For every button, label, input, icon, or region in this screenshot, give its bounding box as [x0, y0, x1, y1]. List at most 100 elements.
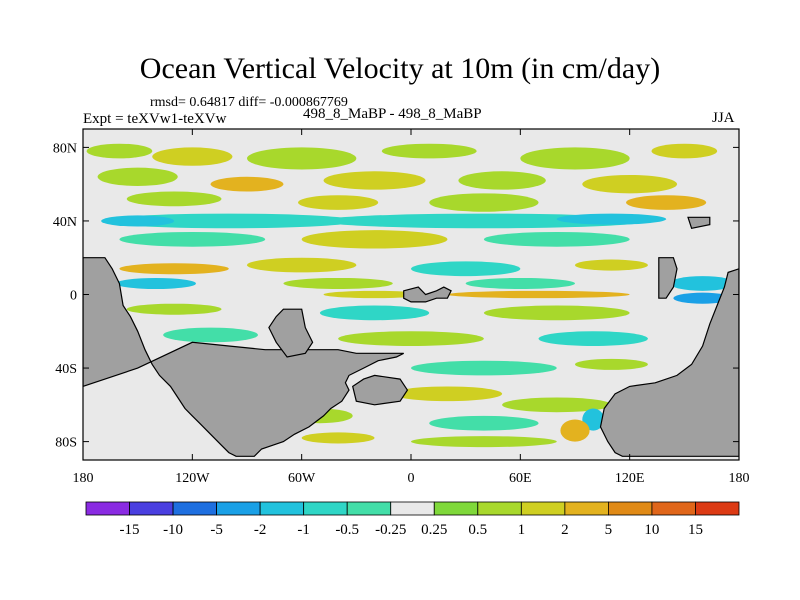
axes-layer: 180 120W 60W 0 60E 120E 180 80N 40N 0 40S 80S — [53, 129, 750, 486]
anomaly-region — [381, 143, 477, 159]
stats-line: rmsd= 0.64817 diff= -0.000867769 — [150, 95, 348, 110]
colorbar-box — [520, 501, 566, 516]
anomaly-region — [582, 174, 678, 194]
anomaly-region — [429, 193, 539, 212]
colorbar-box — [433, 501, 479, 516]
colorbar-box — [477, 501, 522, 516]
y-tick-label: 0 — [70, 289, 77, 304]
anomaly-region — [301, 432, 375, 444]
anomaly-region — [465, 277, 575, 289]
colorbar-box — [695, 501, 740, 516]
anomaly-region — [429, 415, 539, 431]
anomaly-region — [163, 327, 258, 343]
colorbar: -15 -10 -5 -2 -1 -0.5 -0.25 0.25 0.5 1 2 5 10 15 — [85, 501, 740, 538]
anomaly-region — [338, 331, 484, 346]
colorbar-box — [564, 501, 609, 516]
anomaly-region — [119, 231, 266, 247]
anomaly-region — [152, 147, 233, 166]
colorbar-box — [303, 501, 348, 516]
land-western-island — [268, 308, 314, 358]
anomaly-region — [101, 213, 357, 229]
colorbar-label: 2 — [561, 522, 569, 538]
y-tick-label: 40N — [53, 215, 77, 230]
y-tick-label: 80N — [53, 141, 77, 156]
colorbar-label: -10 — [163, 522, 183, 538]
colorbar-box — [216, 501, 261, 516]
anomaly-region — [210, 176, 284, 192]
anomaly-region — [411, 261, 521, 277]
land-eastern-continent — [599, 268, 739, 457]
colorbar-box — [608, 501, 653, 516]
colorbar-label: -0.25 — [375, 522, 406, 538]
anomaly-region — [101, 215, 175, 227]
y-tick-label: 80S — [55, 436, 77, 451]
anomaly-region — [651, 143, 718, 159]
colorbar-label: 10 — [644, 522, 659, 538]
colorbar-box — [85, 501, 130, 516]
land-eastern-peninsula — [658, 257, 678, 299]
anomaly-region — [575, 358, 648, 370]
x-tick-label: 180 — [73, 471, 94, 486]
colorbar-box — [346, 501, 392, 516]
anomaly-region — [323, 171, 426, 190]
colorbar-box — [390, 501, 435, 516]
anomaly-region — [626, 195, 707, 210]
anomaly-region — [520, 147, 630, 170]
y-tick-label: 40S — [55, 362, 77, 377]
anomaly-region — [283, 277, 393, 289]
anomaly-region — [556, 213, 667, 225]
anomaly-region — [502, 397, 612, 413]
land-layer — [83, 216, 739, 457]
x-tick-label: 120W — [175, 471, 210, 486]
season-label: JJA — [712, 110, 735, 126]
colorbar-label: -0.5 — [335, 522, 359, 538]
anomaly-region — [575, 259, 648, 271]
anomaly-region — [97, 167, 178, 187]
land-equatorial-island — [403, 286, 452, 303]
run-label: 498_8_MaBP - 498_8_MaBP — [303, 106, 482, 122]
anomaly-region — [323, 290, 426, 299]
anomaly-region — [673, 292, 732, 304]
x-tick-label: 60E — [509, 471, 532, 486]
anomaly-region — [458, 171, 546, 190]
colorbar-label: -5 — [210, 522, 223, 538]
colorbar-box — [172, 501, 217, 516]
colorbar-box — [259, 501, 305, 516]
anomaly-region — [119, 263, 229, 275]
plot-title: Ocean Vertical Velocity at 10m (in cm/da… — [139, 52, 661, 85]
anomaly-region — [538, 331, 648, 346]
anomaly-region — [301, 230, 448, 249]
x-tick-label: 0 — [408, 471, 415, 486]
anomaly-region — [126, 191, 222, 207]
land-southern-island — [352, 374, 409, 406]
land-western-continent — [83, 257, 404, 457]
anomaly-region — [560, 419, 590, 442]
colorbar-label: 0.25 — [421, 522, 447, 538]
colorbar-label: -2 — [254, 522, 267, 538]
land-northeast-island — [687, 216, 711, 229]
anomaly-region — [447, 290, 630, 299]
experiment-label: Expt = teXVw1-teXVw — [83, 111, 227, 127]
x-tick-label: 120E — [615, 471, 645, 486]
colorbar-label: 1 — [518, 522, 526, 538]
colorbar-label: 5 — [605, 522, 613, 538]
x-tick-label: 60W — [288, 471, 316, 486]
anomaly-region — [411, 360, 557, 376]
colorbar-box — [651, 501, 696, 516]
colorbar-label: -15 — [120, 522, 140, 538]
anomaly-region — [126, 303, 222, 315]
anomaly-region — [86, 143, 153, 159]
anomaly-region — [115, 277, 196, 289]
anomaly-region — [669, 276, 736, 291]
anomaly-region — [582, 408, 605, 431]
anomaly-region — [246, 257, 357, 273]
anomaly-region — [483, 305, 630, 321]
anomaly-region — [319, 305, 430, 321]
colorbar-label: 0.5 — [468, 522, 487, 538]
colorbar-box — [129, 501, 174, 516]
anomaly-region — [246, 147, 357, 170]
colorbar-label: -1 — [297, 522, 310, 538]
anomaly-region — [392, 386, 503, 402]
anomaly-region — [483, 231, 630, 247]
